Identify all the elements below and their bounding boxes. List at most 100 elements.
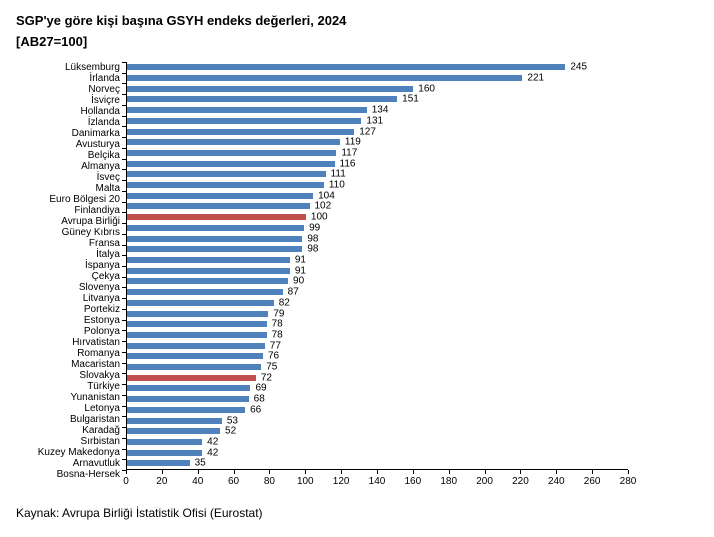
value-label: 245 [570,61,588,73]
x-tick-label: 160 [404,476,422,487]
y-axis-tick [122,341,126,343]
category-label: İrlanda [89,73,120,84]
category-label: Fransa [88,238,120,249]
value-label: 68 [253,393,265,405]
x-axis-tick [556,470,558,474]
y-axis-tick [122,384,126,386]
source-note: Kaynak: Avrupa Birliği İstatistik Ofisi … [16,506,263,520]
bar-row: 91 [127,255,628,266]
value-label: 79 [273,308,285,320]
bar [127,364,262,371]
value-label: 98 [307,243,319,255]
bar [127,310,269,317]
bar [127,107,367,114]
bar [127,182,324,189]
x-tick-label: 240 [547,476,565,487]
x-axis-tick [628,470,629,474]
bar [127,396,249,403]
bar [127,128,355,135]
x-tick-label: 0 [123,476,129,487]
x-axis-tick [412,470,414,474]
category-label: Finlandiya [74,205,120,216]
y-axis-tick [122,448,126,450]
bar [127,160,335,167]
category-label: Belçika [87,150,120,161]
bar [127,289,283,296]
bar [127,460,190,467]
chart-title-line2: [AB27=100] [16,34,88,49]
value-label: 53 [226,415,238,427]
bar-row: 35 [127,458,628,469]
x-axis-tick [377,470,378,474]
bar-row: 42 [127,447,628,458]
bar-row: 91 [127,265,628,276]
value-label: 78 [271,329,283,341]
y-axis-tick [122,201,126,203]
y-axis-tick [122,244,126,246]
value-label: 82 [278,297,290,309]
value-label: 111 [330,168,346,180]
x-axis-tick [448,470,450,474]
y-axis-tick [122,223,126,225]
x-axis-tick [484,470,486,474]
bar [127,417,222,424]
bar-row: 98 [127,244,628,255]
value-label: 98 [307,233,319,245]
bar [127,75,523,82]
x-axis-tick [341,470,343,474]
bar [127,117,362,124]
x-tick-label: 40 [192,476,204,487]
y-axis-tick [122,298,126,300]
category-label: İsveç [96,172,120,183]
x-tick-label: 80 [263,476,275,487]
bar-row: 102 [127,201,628,212]
value-label: 119 [344,136,361,148]
bar [127,224,305,231]
bar-row: 110 [127,180,628,191]
y-axis-tick [122,169,126,171]
plot-area: 245 221 160 151 134 131 127 119 117 116 111 110 104 1… [126,62,628,470]
y-axis-tick [122,83,126,85]
y-axis-tick [122,405,126,407]
bar [127,171,326,178]
category-label: Portekiz [83,304,120,315]
bar-row: 134 [127,105,628,116]
value-label: 151 [402,93,419,105]
value-label: 72 [260,372,272,384]
bar [127,438,203,445]
category-label: Sırbistan [80,436,120,447]
x-tick-label: 20 [156,476,168,487]
bar-row: 221 [127,73,628,84]
bar-row: 117 [127,147,628,159]
bar [127,342,265,349]
value-label: 100 [310,211,328,223]
category-label: Euro Bölgesi 20 [49,194,120,205]
bar-row: 111 [127,169,628,180]
y-axis-tick [122,276,126,278]
y-axis-tick [122,351,126,353]
category-axis-labels: Lüksemburg İrlanda Norveç İsviçre Hollanda İz… [0,62,120,480]
y-axis-tick [122,266,126,267]
bar [127,257,290,263]
category-label: Norveç [88,84,120,95]
x-axis-tick [520,470,522,474]
value-label: 117 [341,147,358,159]
x-tick-label: 220 [512,476,529,487]
value-label: 116 [339,158,356,170]
y-axis-tick [122,190,126,192]
value-label: 35 [194,457,206,469]
category-label: Arnavutluk [72,458,120,469]
value-label: 77 [269,340,281,352]
category-label: Slovakya [79,370,120,381]
y-axis-tick [122,147,126,149]
x-tick-label: 280 [619,476,637,487]
value-label: 104 [318,190,335,202]
category-label: Letonya [84,403,120,414]
category-label: Bulgaristan [69,414,120,425]
bar-row: 68 [127,394,628,405]
bar-row: 98 [127,233,628,244]
x-tick-label: 140 [368,476,386,487]
value-label: 75 [266,361,278,373]
bar-row: 131 [127,115,628,126]
value-label: 134 [371,104,389,116]
